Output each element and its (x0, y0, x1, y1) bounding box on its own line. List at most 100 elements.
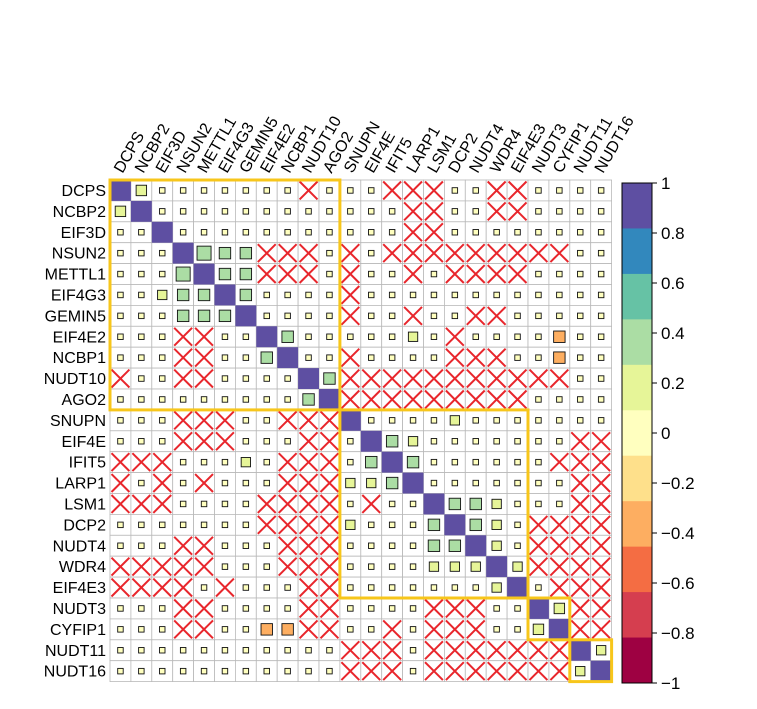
correlation-square (514, 354, 521, 361)
row-label: EIF3D (61, 225, 106, 242)
correlation-square (548, 618, 570, 640)
correlation-square (138, 605, 145, 612)
correlation-square (409, 584, 417, 591)
insignificant-x-mark (424, 640, 444, 660)
correlation-square (347, 333, 354, 340)
correlation-square (326, 208, 333, 215)
correlation-square (472, 208, 479, 215)
correlation-square (449, 561, 460, 572)
correlation-square (430, 312, 438, 320)
correlation-square (117, 542, 124, 549)
correlation-square (221, 542, 229, 549)
correlation-square (221, 458, 229, 466)
insignificant-x-mark (591, 577, 611, 598)
row-label: EIF4G3 (51, 287, 106, 304)
row-label: AGO2 (62, 392, 107, 409)
colorbar-tick-label: −1 (661, 674, 680, 693)
insignificant-x-mark (298, 619, 319, 640)
correlation-square (326, 187, 333, 194)
insignificant-x-mark (403, 368, 423, 389)
correlation-square (242, 396, 250, 403)
insignificant-x-mark (424, 201, 444, 222)
correlation-square (242, 187, 250, 194)
correlation-square (263, 667, 270, 675)
insignificant-x-mark (424, 180, 444, 201)
correlation-square (409, 667, 417, 675)
insignificant-x-mark (131, 556, 152, 577)
insignificant-x-mark (173, 410, 193, 431)
row-label: DCPS (62, 183, 106, 200)
correlation-square (263, 563, 270, 570)
correlation-square (514, 291, 521, 299)
correlation-square (597, 312, 605, 320)
correlation-square (388, 563, 396, 570)
insignificant-x-mark (319, 452, 340, 472)
insignificant-x-mark (319, 598, 340, 619)
correlation-square (514, 500, 521, 508)
correlation-square (239, 267, 253, 281)
insignificant-x-mark (340, 243, 361, 263)
correlation-square (451, 458, 459, 466)
insignificant-x-mark (486, 347, 507, 368)
insignificant-x-mark (298, 452, 319, 472)
correlation-square (196, 245, 212, 261)
correlation-square (117, 229, 124, 236)
correlation-square (284, 605, 291, 612)
insignificant-x-mark (215, 577, 235, 598)
correlation-square (305, 208, 312, 215)
correlation-square (242, 479, 250, 487)
insignificant-x-mark (319, 473, 340, 493)
insignificant-x-mark (466, 640, 486, 660)
correlation-square (409, 626, 417, 633)
insignificant-x-mark (528, 640, 549, 660)
correlation-square (535, 458, 542, 466)
correlation-square (117, 438, 124, 445)
correlation-square (368, 521, 375, 529)
correlation-square (597, 229, 605, 236)
insignificant-x-mark (507, 661, 528, 681)
colorbar-tick-label: 0.2 (661, 374, 685, 393)
correlation-square (430, 333, 438, 340)
row-label: EIF4E (62, 434, 106, 451)
insignificant-x-mark (382, 619, 402, 640)
correlation-square (423, 493, 445, 515)
insignificant-x-mark (549, 556, 570, 577)
correlation-square (528, 598, 549, 619)
correlation-square (242, 333, 250, 340)
insignificant-x-mark (486, 661, 507, 681)
correlation-square (347, 438, 354, 445)
insignificant-x-mark (445, 640, 465, 660)
correlation-square (577, 354, 584, 361)
row-label: NCBP1 (53, 350, 106, 367)
correlation-square (535, 229, 542, 236)
correlation-square (368, 270, 375, 278)
insignificant-x-mark (466, 306, 486, 326)
insignificant-x-mark (277, 243, 298, 263)
correlation-square (451, 479, 459, 487)
correlation-square (221, 396, 229, 403)
insignificant-x-mark (340, 264, 361, 284)
correlation-square (117, 667, 124, 675)
correlation-square (347, 187, 354, 194)
correlation-square (235, 305, 257, 327)
correlation-square (159, 626, 166, 633)
insignificant-x-mark (131, 452, 152, 472)
insignificant-x-mark (549, 536, 570, 556)
correlation-square (242, 354, 250, 361)
insignificant-x-mark (570, 494, 590, 514)
correlation-square (263, 396, 270, 403)
correlation-square (114, 205, 127, 218)
correlation-square (347, 542, 354, 549)
correlation-square (368, 312, 375, 320)
correlation-square (117, 333, 124, 340)
colorbar-segment (622, 455, 652, 502)
correlation-square (507, 577, 528, 598)
insignificant-x-mark (528, 243, 549, 263)
insignificant-x-mark (382, 180, 402, 201)
correlation-square (110, 180, 131, 201)
correlation-square (242, 626, 250, 633)
insignificant-x-mark (298, 577, 319, 598)
correlation-square (117, 521, 124, 529)
correlation-square (221, 667, 229, 675)
correlation-square (326, 312, 333, 320)
